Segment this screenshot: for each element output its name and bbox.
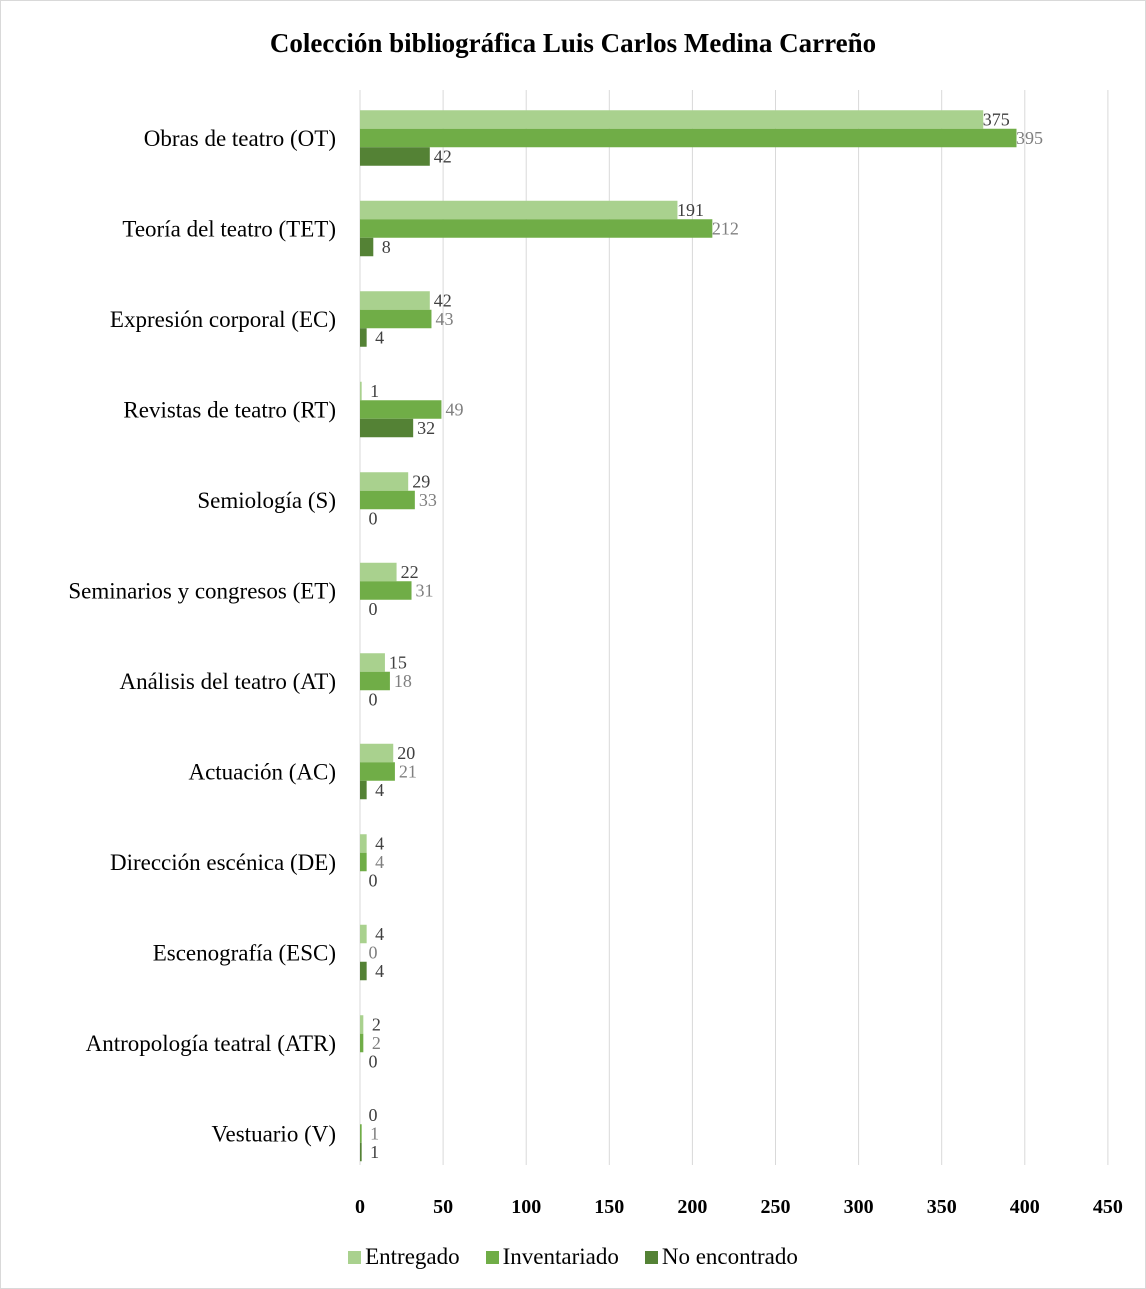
data-label-inventariado-actuacion-ac: 21 <box>399 762 417 782</box>
bar-inventariado-semiologia-s <box>360 490 415 510</box>
legend: Entregado Inventariado No encontrado <box>0 1244 1146 1270</box>
category-label-teoria-del-teatro-tet: Teoría del teatro (TET) <box>122 217 336 242</box>
legend-label-inventariado: Inventariado <box>502 1244 619 1269</box>
data-label-entregado-actuacion-ac: 20 <box>397 743 415 763</box>
bar-entregado-seminarios-y-congresos-et <box>360 562 397 582</box>
bar-entregado-semiologia-s <box>360 472 409 491</box>
legend-label-no-encontrado: No encontrado <box>661 1244 798 1269</box>
x-tick-label-450: 450 <box>1093 1196 1123 1218</box>
data-label-entregado-semiologia-s: 29 <box>412 472 430 492</box>
bar-inventariado-vestuario-v <box>360 1124 362 1143</box>
legend-label-entregado: Entregado <box>365 1244 460 1269</box>
category-label-actuacion-ac: Actuación (AC) <box>188 760 336 785</box>
data-label-entregado-vestuario-v: 0 <box>369 1105 378 1125</box>
bar-no-encontrado-actuacion-ac <box>360 780 367 800</box>
bar-no-encontrado-revistas-de-teatro-rt <box>360 418 414 438</box>
bar-inventariado-obras-de-teatro-ot <box>360 128 1017 148</box>
data-label-entregado-obras-de-teatro-ot: 375 <box>983 110 1010 130</box>
data-label-entregado-escenografia-esc: 4 <box>375 924 384 944</box>
data-label-entregado-analisis-del-teatro-at: 15 <box>389 653 407 673</box>
category-label-antropologia-teatral-atr: Antropología teatral (ATR) <box>86 1031 336 1056</box>
data-label-inventariado-direccion-escenica-de: 4 <box>375 852 384 872</box>
legend-item-entregado: Entregado <box>348 1244 460 1270</box>
data-label-inventariado-analisis-del-teatro-at: 18 <box>394 671 412 691</box>
bar-no-encontrado-obras-de-teatro-ot <box>360 147 430 166</box>
chart-title: Colección bibliográfica Luis Carlos Medi… <box>269 28 877 58</box>
category-label-escenografia-esc: Escenografía (ESC) <box>153 941 336 966</box>
data-label-no-encontrado-revistas-de-teatro-rt: 32 <box>417 418 435 438</box>
data-label-no-encontrado-semiologia-s: 0 <box>369 509 378 529</box>
bar-no-encontrado-expresion-corporal-ec <box>360 328 367 347</box>
x-tick-label-350: 350 <box>927 1196 957 1218</box>
bar-entregado-actuacion-ac <box>360 743 394 763</box>
legend-item-inventariado: Inventariado <box>485 1244 619 1270</box>
bar-entregado-expresion-corporal-ec <box>360 291 430 310</box>
category-label-analisis-del-teatro-at: Análisis del teatro (AT) <box>119 669 336 694</box>
data-label-inventariado-expresion-corporal-ec: 43 <box>435 309 453 329</box>
category-label-revistas-de-teatro-rt: Revistas de teatro (RT) <box>123 398 336 423</box>
bar-entregado-revistas-de-teatro-rt <box>360 381 362 401</box>
data-label-no-encontrado-seminarios-y-congresos-et: 0 <box>369 599 378 619</box>
bar-entregado-obras-de-teatro-ot <box>360 110 984 129</box>
bar-no-encontrado-teoria-del-teatro-tet <box>360 237 374 257</box>
data-label-entregado-seminarios-y-congresos-et: 22 <box>401 562 419 582</box>
x-tick-label-200: 200 <box>677 1196 707 1218</box>
data-label-no-encontrado-teoria-del-teatro-tet: 8 <box>382 237 391 257</box>
data-label-no-encontrado-obras-de-teatro-ot: 42 <box>434 147 452 167</box>
data-label-no-encontrado-vestuario-v: 1 <box>370 1142 379 1162</box>
x-tick-label-150: 150 <box>594 1196 624 1218</box>
data-label-entregado-teoria-del-teatro-tet: 191 <box>677 200 704 220</box>
bar-no-encontrado-escenografia-esc <box>360 961 367 981</box>
data-label-entregado-expresion-corporal-ec: 42 <box>434 291 452 311</box>
bar-inventariado-teoria-del-teatro-tet <box>360 219 713 238</box>
data-label-inventariado-vestuario-v: 1 <box>370 1124 379 1144</box>
data-label-entregado-antropologia-teatral-atr: 2 <box>372 1015 381 1035</box>
data-label-no-encontrado-analisis-del-teatro-at: 0 <box>369 690 378 710</box>
data-label-no-encontrado-actuacion-ac: 4 <box>375 780 384 800</box>
data-label-inventariado-teoria-del-teatro-tet: 212 <box>712 219 739 239</box>
bar-entregado-antropologia-teatral-atr <box>360 1015 364 1034</box>
bar-inventariado-expresion-corporal-ec <box>360 309 432 329</box>
data-label-entregado-revistas-de-teatro-rt: 1 <box>370 381 379 401</box>
bar-inventariado-direccion-escenica-de <box>360 852 367 872</box>
data-label-inventariado-antropologia-teatral-atr: 2 <box>372 1033 381 1053</box>
data-label-inventariado-revistas-de-teatro-rt: 49 <box>445 400 463 420</box>
legend-swatch-inventariado <box>485 1250 499 1264</box>
data-label-no-encontrado-escenografia-esc: 4 <box>375 961 384 981</box>
data-label-inventariado-semiologia-s: 33 <box>419 490 437 510</box>
legend-swatch-no-encontrado <box>644 1250 658 1264</box>
data-label-entregado-direccion-escenica-de: 4 <box>375 834 384 854</box>
data-label-inventariado-obras-de-teatro-ot: 395 <box>1016 128 1043 148</box>
legend-item-no-encontrado: No encontrado <box>644 1244 798 1270</box>
category-label-semiologia-s: Semiología (S) <box>197 488 336 513</box>
bar-entregado-teoria-del-teatro-tet <box>360 200 678 220</box>
category-label-obras-de-teatro-ot: Obras de teatro (OT) <box>144 126 336 151</box>
data-label-inventariado-seminarios-y-congresos-et: 31 <box>416 581 434 601</box>
category-label-vestuario-v: Vestuario (V) <box>211 1122 336 1147</box>
x-tick-label-0: 0 <box>355 1196 365 1218</box>
bar-no-encontrado-vestuario-v <box>360 1142 362 1162</box>
x-tick-label-50: 50 <box>433 1196 453 1218</box>
category-label-direccion-escenica-de: Dirección escénica (DE) <box>110 850 336 875</box>
data-label-inventariado-escenografia-esc: 0 <box>369 943 378 963</box>
bar-inventariado-seminarios-y-congresos-et <box>360 581 412 600</box>
x-tick-label-400: 400 <box>1010 1196 1040 1218</box>
category-label-expresion-corporal-ec: Expresión corporal (EC) <box>110 307 336 332</box>
x-tick-label-250: 250 <box>761 1196 791 1218</box>
x-tick-label-100: 100 <box>511 1196 541 1218</box>
x-tick-label-300: 300 <box>844 1196 874 1218</box>
bar-entregado-analisis-del-teatro-at <box>360 653 385 672</box>
bar-inventariado-revistas-de-teatro-rt <box>360 400 442 419</box>
bar-entregado-direccion-escenica-de <box>360 834 367 853</box>
data-label-no-encontrado-direccion-escenica-de: 0 <box>369 871 378 891</box>
bar-entregado-escenografia-esc <box>360 924 367 944</box>
bar-inventariado-actuacion-ac <box>360 762 395 781</box>
data-label-no-encontrado-expresion-corporal-ec: 4 <box>375 328 384 348</box>
bar-inventariado-analisis-del-teatro-at <box>360 671 390 691</box>
legend-swatch-entregado <box>348 1250 362 1264</box>
category-label-seminarios-y-congresos-et: Seminarios y congresos (ET) <box>68 579 336 604</box>
data-label-no-encontrado-antropologia-teatral-atr: 0 <box>369 1052 378 1072</box>
bar-inventariado-antropologia-teatral-atr <box>360 1033 364 1053</box>
